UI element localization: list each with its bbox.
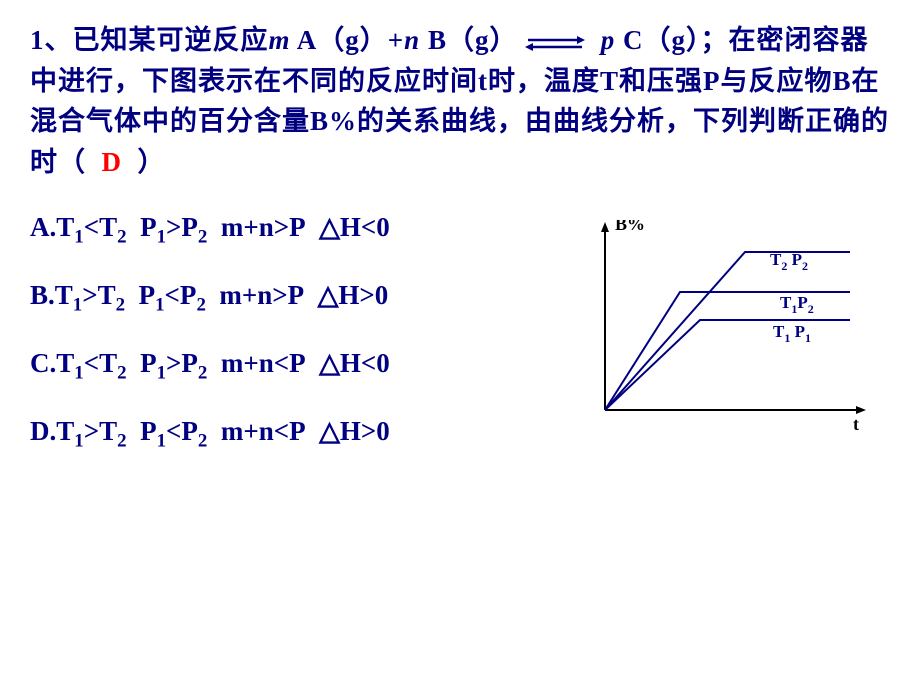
question-number: 1、 [30,25,73,55]
curve-0 [605,252,850,410]
q-part1: 已知某可逆反应 [73,25,269,55]
curve-label-1: T1P2 [780,293,814,316]
eq-C: C（g）； [615,25,728,55]
curve-label-0: T2 P2 [770,250,808,273]
curve-label-2: T1 P1 [773,322,811,345]
graph-svg: B% t T2 P2 T1P2 T1 P1 [585,220,875,440]
x-axis-label: t [853,414,859,434]
eq-m: m [269,25,291,55]
curve-2 [605,320,850,410]
q-part3: ） [138,147,166,177]
equilibrium-arrow-icon [525,32,585,54]
eq-n: n [404,25,420,55]
question-block: 1、已知某可逆反应m A（g）+n B（g） p C（g）；在密闭容器中进行，下… [30,20,890,182]
eq-B: B（g） [420,25,525,55]
y-axis-arrow [601,222,609,232]
graph-container: B% t T2 P2 T1P2 T1 P1 [585,220,875,440]
eq-A: A（g）+ [291,25,405,55]
x-axis-arrow [856,406,866,414]
y-axis-label: B% [615,220,645,234]
answer-letter: D [102,147,123,177]
eq-p: p [601,25,616,55]
curves-group: T2 P2 T1P2 T1 P1 [605,250,850,410]
